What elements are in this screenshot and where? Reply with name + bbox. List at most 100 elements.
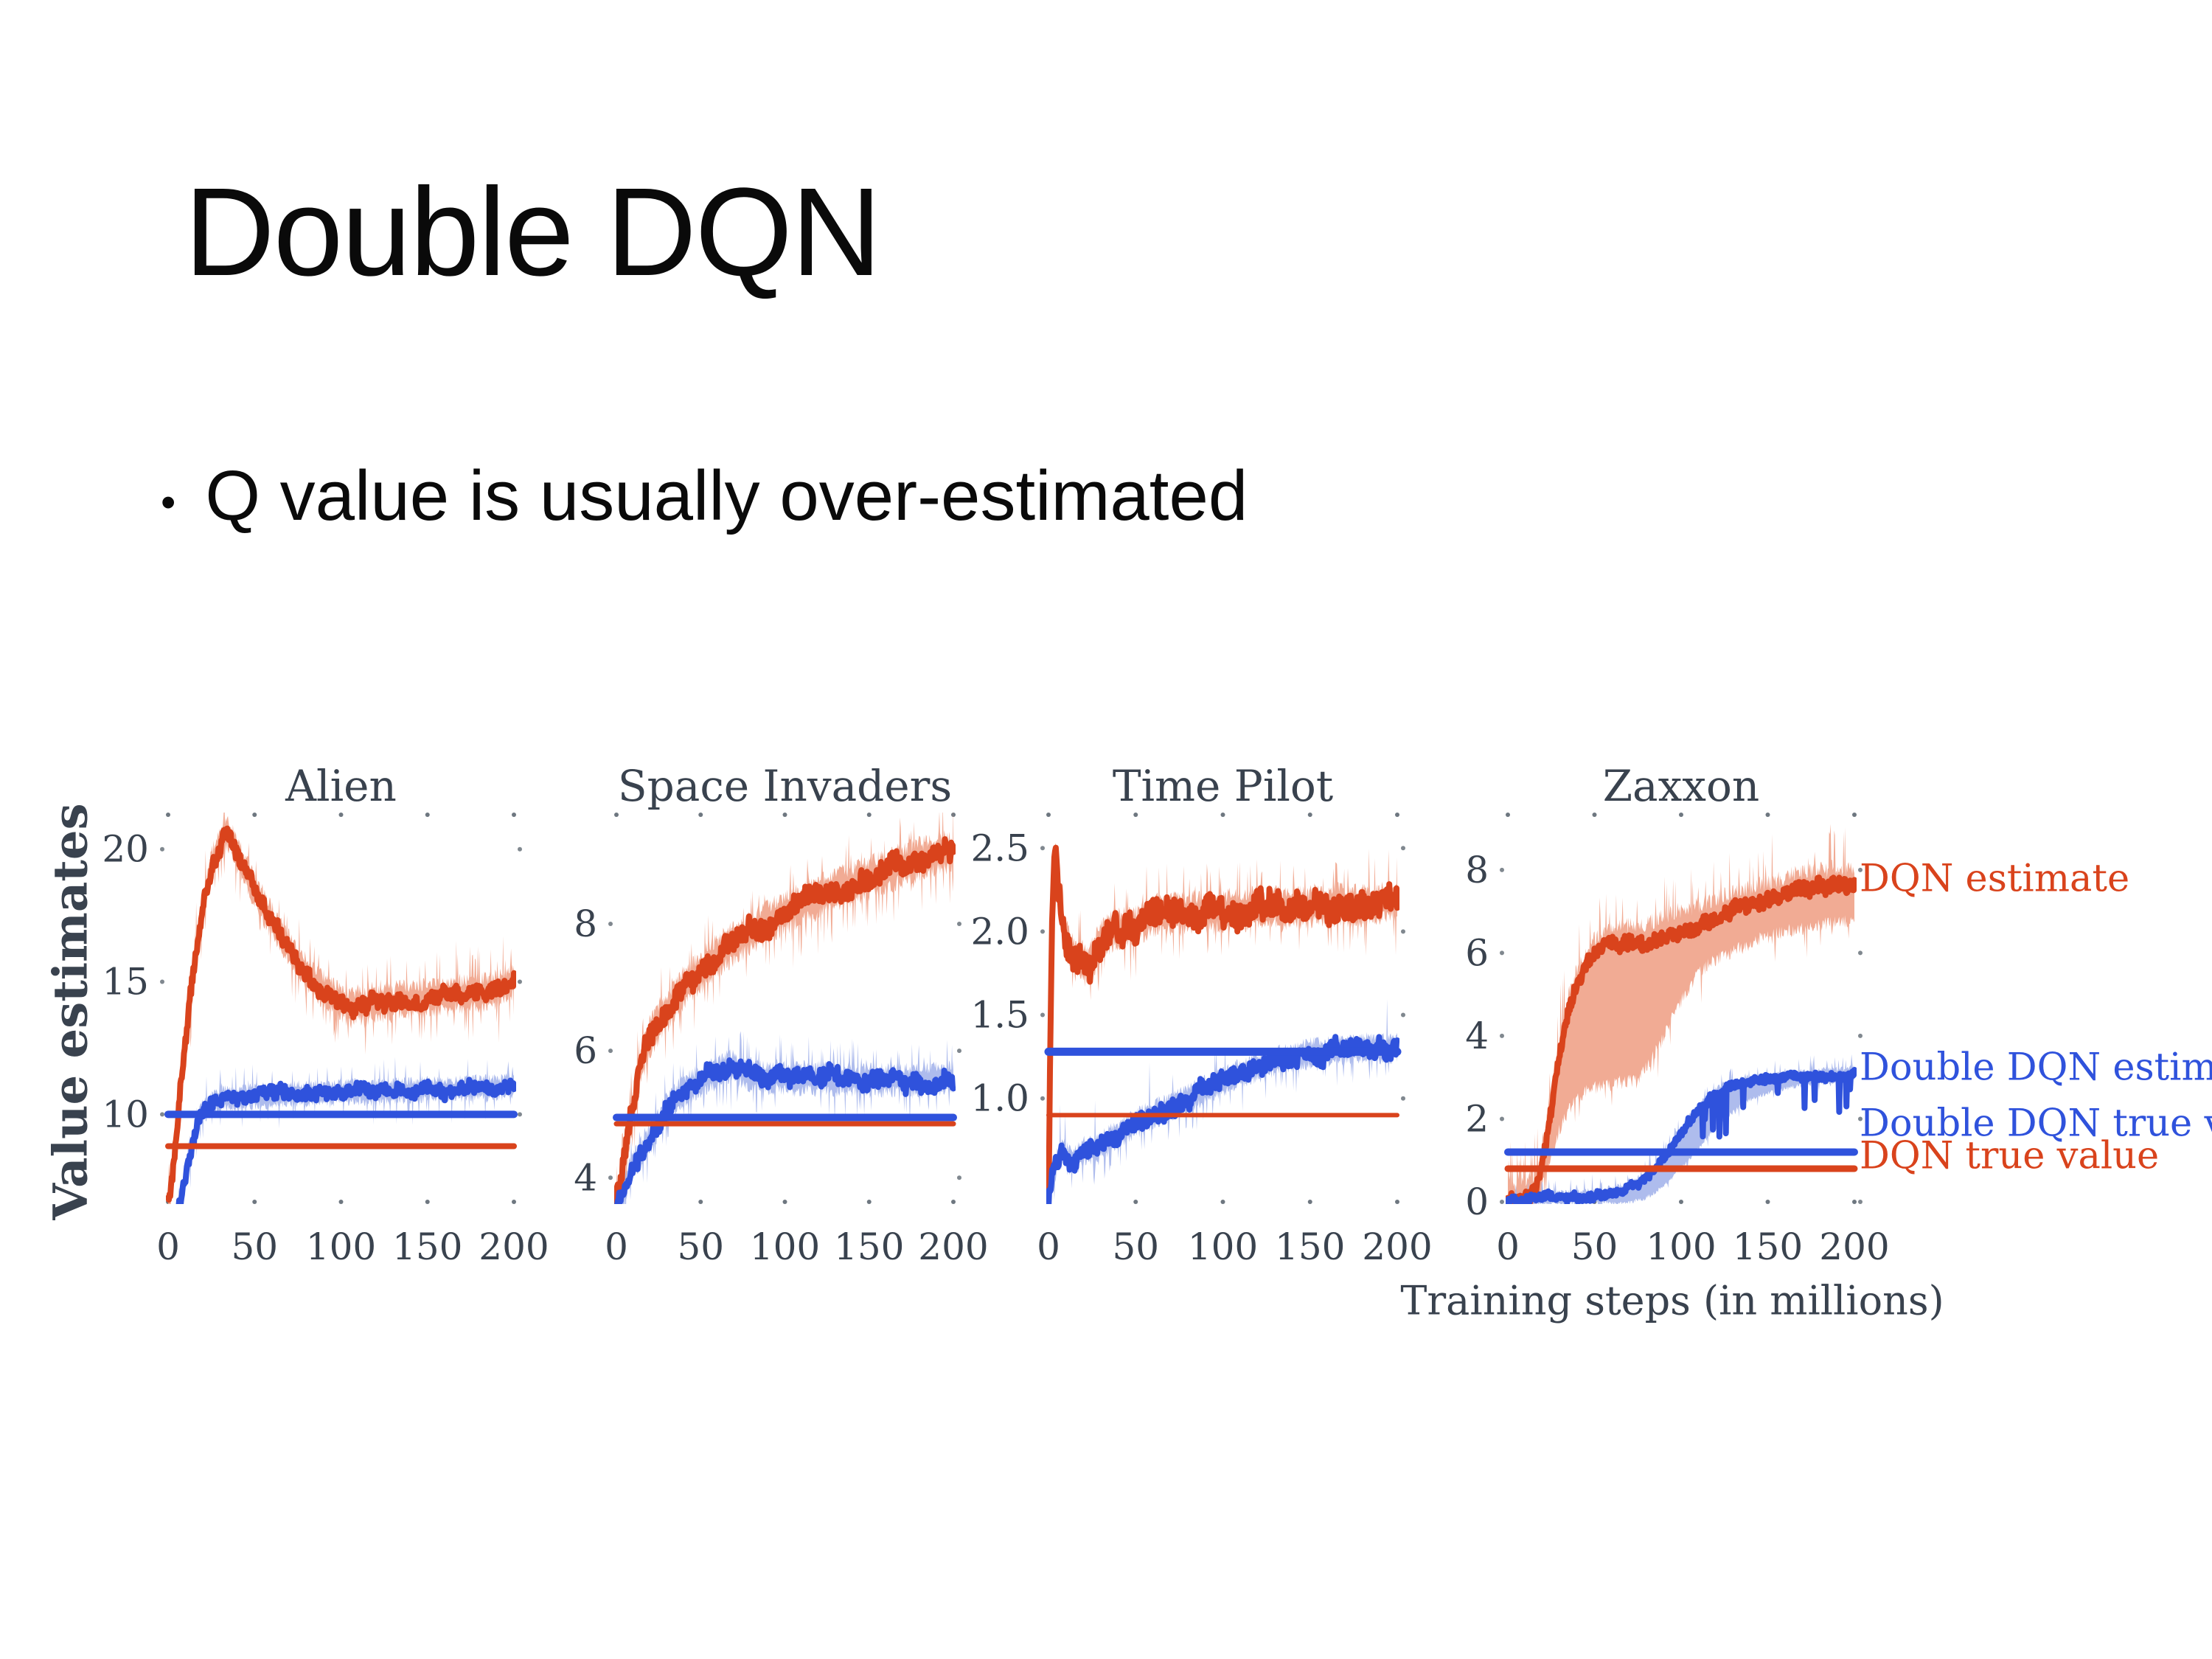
tick-dot xyxy=(518,846,522,852)
tick-dot xyxy=(614,813,619,817)
tick-dot xyxy=(1500,950,1504,956)
tick-dot xyxy=(425,813,430,817)
tick-dot xyxy=(166,813,170,817)
tick-dot xyxy=(1401,1096,1405,1101)
y-tick-label: 2.0 xyxy=(970,910,1029,953)
tick-dot xyxy=(1679,813,1683,817)
x-tick-label: 150 xyxy=(834,1225,904,1268)
chart-space-invaders: Space Invaders 0 50 100 150 200 4 6 8 xyxy=(574,761,989,1268)
tick-dot xyxy=(608,1048,613,1054)
tick-dot xyxy=(160,1112,164,1117)
tick-dot xyxy=(1765,813,1770,817)
y-tick-label: 8 xyxy=(574,902,597,945)
y-axis-label: Value estimates xyxy=(43,803,99,1220)
tick-dot xyxy=(1765,1200,1770,1204)
tick-dot xyxy=(160,979,164,984)
tick-dot xyxy=(1046,813,1051,817)
tick-dot xyxy=(1852,813,1857,817)
tick-dot xyxy=(1401,846,1405,851)
y-tick-label: 6 xyxy=(1465,931,1489,974)
tick-dot xyxy=(252,1200,257,1204)
chart-title-space-invaders: Space Invaders xyxy=(618,761,952,811)
tick-dot xyxy=(1500,1200,1504,1204)
alien-blue-mean-line xyxy=(175,1077,516,1204)
tick-dot xyxy=(1592,813,1597,817)
y-tick-label: 10 xyxy=(102,1093,149,1135)
tick-dot xyxy=(252,813,257,817)
tick-dot xyxy=(1395,1200,1399,1204)
alien-red-mean-line xyxy=(166,825,516,1203)
x-tick-label: 50 xyxy=(677,1225,724,1268)
alien-red-band xyxy=(168,813,514,1204)
tick-dot xyxy=(338,813,344,817)
y-tick-label: 15 xyxy=(102,961,149,1004)
tick-dot xyxy=(1858,950,1863,956)
y-tick-label: 0 xyxy=(1465,1180,1489,1223)
tick-dot xyxy=(608,922,613,927)
bullet-item: • Q value is usually over-estimated xyxy=(161,456,1248,537)
tick-dot xyxy=(1858,1033,1863,1038)
x-tick-label: 200 xyxy=(1362,1225,1432,1268)
tick-dot xyxy=(1040,846,1045,851)
tick-dot xyxy=(951,1200,956,1204)
y-tick-label: 1.0 xyxy=(970,1077,1029,1120)
legend-double-dqn-estimate: Double DQN estimate xyxy=(1860,1046,2212,1090)
tick-dot xyxy=(1040,1096,1045,1101)
bullet-marker: • xyxy=(161,479,176,526)
tick-dot xyxy=(1401,929,1405,934)
tick-dot xyxy=(957,1175,961,1180)
x-axis-label: Training steps (in millions) xyxy=(1400,1277,1944,1324)
chart-zaxxon: Zaxxon 0 50 100 150 200 0 2 4 6 8 xyxy=(1465,761,1890,1268)
x-tick-label: 100 xyxy=(750,1225,820,1268)
tick-dot xyxy=(1395,813,1399,817)
tick-dot xyxy=(338,1200,344,1204)
chart-title-alien: Alien xyxy=(285,761,397,811)
bullet-text: Q value is usually over-estimated xyxy=(205,456,1248,535)
y-tick-label: 4 xyxy=(1465,1015,1489,1057)
x-tick-label: 0 xyxy=(1037,1225,1060,1268)
zaxxon-red-mean-line xyxy=(1506,874,1857,1204)
y-tick-label: 6 xyxy=(574,1029,597,1072)
zaxxon-blue-mean-line xyxy=(1506,1067,1857,1204)
tick-dot xyxy=(957,922,961,927)
x-tick-label: 0 xyxy=(156,1225,180,1268)
x-tick-label: 100 xyxy=(1188,1225,1258,1268)
legend-double-dqn-true-value: Double DQN true value xyxy=(1860,1102,2212,1146)
legend-dqn-true-value: DQN true value xyxy=(1860,1134,2160,1178)
tick-dot xyxy=(1220,813,1225,817)
x-tick-label: 50 xyxy=(231,1225,278,1268)
tick-dot xyxy=(1133,1200,1138,1204)
tick-dot xyxy=(1220,1200,1225,1204)
y-tick-label: 4 xyxy=(574,1156,597,1199)
x-tick-label: 200 xyxy=(918,1225,988,1268)
tick-dot xyxy=(425,1200,430,1204)
space-invaders-red-mean-line xyxy=(614,836,956,1204)
tick-dot xyxy=(698,1200,703,1204)
tick-dot xyxy=(1858,867,1863,872)
tick-dot xyxy=(518,1112,522,1117)
y-tick-label: 20 xyxy=(102,828,149,871)
tick-dot xyxy=(1307,813,1312,817)
y-tick-label: 8 xyxy=(1465,849,1489,891)
x-tick-label: 100 xyxy=(1646,1225,1716,1268)
x-tick-label: 0 xyxy=(605,1225,628,1268)
tick-dot xyxy=(866,813,872,817)
tick-dot xyxy=(1679,1200,1683,1204)
tick-dot xyxy=(512,1200,516,1204)
time-pilot-blue-band xyxy=(1048,999,1397,1204)
time-pilot-red-mean-line xyxy=(1046,844,1399,1203)
x-tick-label: 150 xyxy=(392,1225,462,1268)
tick-dot xyxy=(1307,1200,1312,1204)
time-pilot-blue-mean-line xyxy=(1046,1034,1399,1204)
x-tick-label: 150 xyxy=(1733,1225,1803,1268)
tick-dot xyxy=(1506,813,1510,817)
tick-dot xyxy=(1500,867,1504,872)
tick-dot xyxy=(782,1200,787,1204)
tick-dot xyxy=(1852,1200,1857,1204)
zaxxon-red-band xyxy=(1508,824,1854,1204)
tick-dot xyxy=(782,813,787,817)
legend-dqn-estimate: DQN estimate xyxy=(1860,857,2130,901)
y-tick-label: 2 xyxy=(1465,1097,1489,1140)
x-tick-label: 150 xyxy=(1275,1225,1345,1268)
